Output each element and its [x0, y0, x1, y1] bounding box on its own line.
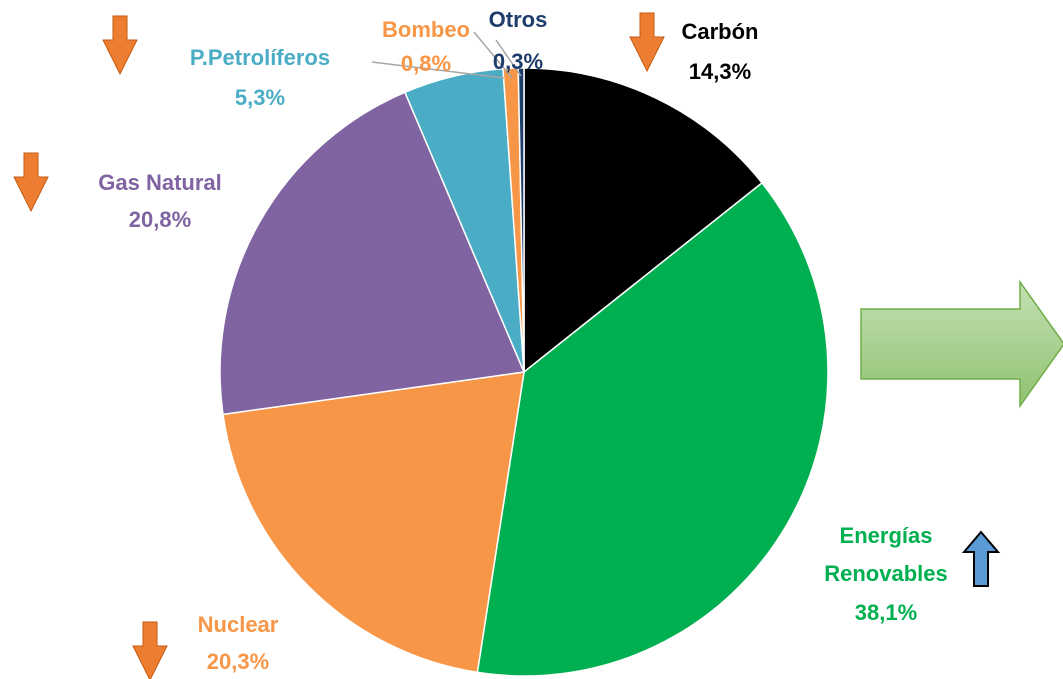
pie-slice — [517, 67, 525, 373]
leader-line — [495, 39, 522, 77]
down-arrow — [13, 152, 49, 213]
value-label: 20,8% — [128, 207, 192, 232]
pie-slice — [523, 67, 764, 374]
down-arrow — [102, 15, 138, 76]
slice-label: Bombeo — [382, 17, 470, 42]
value-label: 0,8% — [400, 51, 452, 76]
slice-label: Gas Natural — [98, 170, 222, 195]
value-label: 38,1% — [854, 600, 918, 625]
right-arrow — [860, 279, 1063, 409]
value-label: 0,3% — [492, 49, 544, 74]
value-label: 14,3% — [688, 59, 752, 84]
down-arrow — [629, 12, 665, 73]
down-arrow — [132, 621, 168, 679]
leader-line — [371, 61, 505, 79]
slice-label: P.Petrolíferos — [189, 45, 331, 70]
up-arrow — [961, 530, 1001, 587]
value-label: 20,3% — [206, 649, 270, 674]
pie-slice — [476, 181, 829, 677]
pie-slice — [222, 371, 525, 674]
leader-line — [473, 31, 513, 79]
slice-label: Energías Renovables — [824, 523, 948, 586]
slice-label: Otros — [488, 7, 548, 32]
down-arrows — [13, 12, 665, 679]
value-label: 5,3% — [234, 85, 286, 110]
slice-label: Carbón — [681, 19, 759, 44]
pie-slice — [219, 91, 526, 416]
pie — [219, 67, 829, 677]
slice-label: Nuclear — [197, 612, 279, 637]
